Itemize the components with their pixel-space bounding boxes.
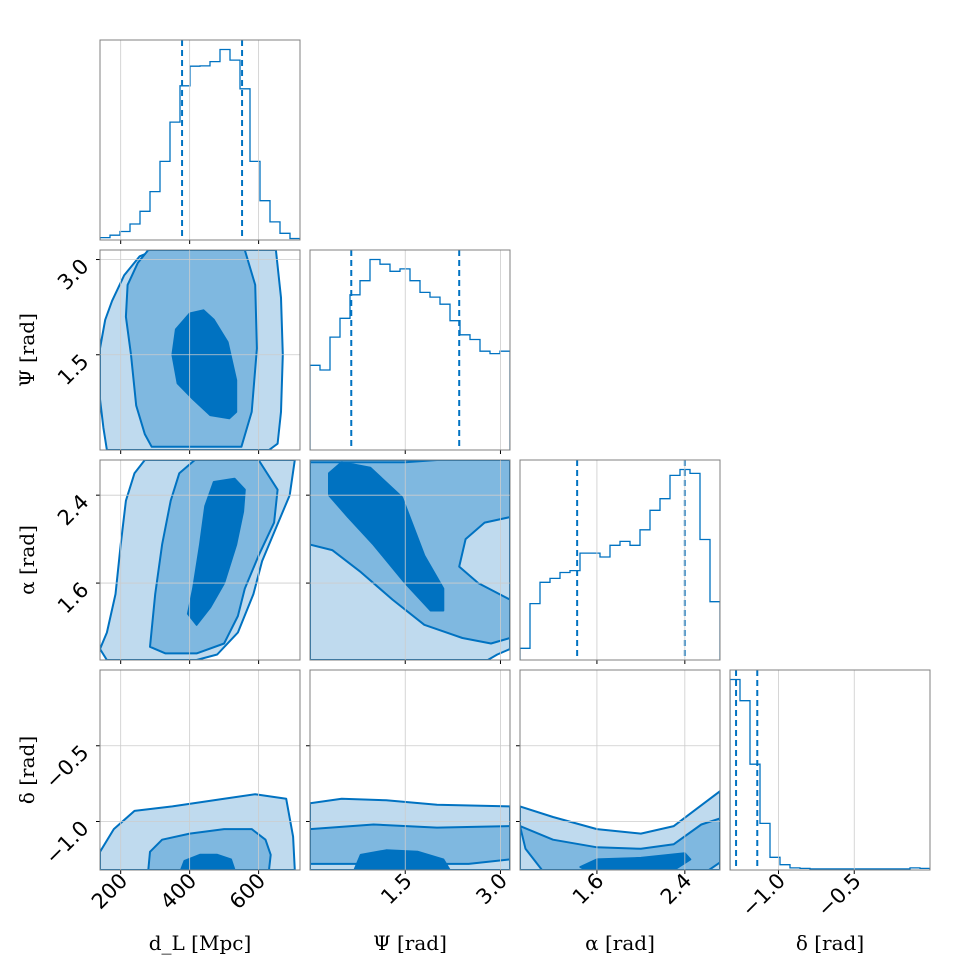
panel-frame [99, 249, 301, 451]
contour-panel-psi-alpha [310, 460, 510, 660]
y-tick-label-alpha: 1.6 [53, 578, 94, 619]
histogram-step-delta [730, 678, 930, 870]
x-tick-label-psi: 3.0 [471, 869, 512, 910]
x-tick-label-dL: 200 [87, 869, 132, 914]
panel-frame [519, 669, 721, 871]
histogram-psi [310, 250, 510, 450]
x-tick-label-dL: 600 [225, 869, 270, 914]
x-axis-label-delta: δ [rad] [796, 931, 864, 955]
y-axis-label-alpha: α [rad] [15, 525, 39, 595]
histogram-step-alpha [520, 468, 720, 660]
panel-grid-1-0 [96, 249, 301, 454]
histogram-alpha [520, 460, 720, 660]
histogram-delta [730, 670, 930, 870]
x-axis-label-psi: Ψ [rad] [373, 931, 447, 955]
panel-grid-3-3 [729, 669, 931, 874]
contour-level-2 [310, 823, 510, 865]
panel-frame [309, 669, 511, 871]
contour-level-3 [180, 853, 236, 870]
panel-frame [99, 39, 301, 241]
contour-level-3 [186, 477, 246, 626]
contour-level-3 [328, 461, 445, 612]
contour-panel-dL-delta [100, 793, 296, 870]
panel-grid-2-0 [96, 459, 301, 664]
panel-grid-3-0 [96, 669, 301, 874]
x-axis-label-alpha: α [rad] [585, 931, 655, 955]
histogram-dL [100, 40, 300, 240]
panel-frame [729, 669, 931, 871]
contour-panel-alpha-delta [520, 790, 720, 870]
panel-frame [99, 459, 301, 661]
y-tick-label-alpha: 2.4 [53, 490, 94, 531]
contour-panel-dL-psi [100, 250, 284, 450]
y-tick-label-psi: 3.0 [53, 254, 94, 295]
x-tick-label-delta: −1.0 [737, 869, 790, 922]
contour-level-3 [579, 852, 692, 870]
contour-level-2 [147, 828, 272, 870]
panel-frame [309, 459, 511, 661]
x-tick-label-alpha: 1.6 [568, 869, 609, 910]
panel-frame [309, 249, 511, 451]
y-axis-label-psi: Ψ [rad] [15, 313, 39, 387]
contour-panel-psi-delta [310, 797, 510, 870]
y-tick-label-delta: −0.5 [41, 740, 94, 793]
panel-grid-3-1 [306, 669, 511, 874]
contour-level-3 [353, 849, 451, 870]
panel-frame [519, 459, 721, 661]
x-tick-label-psi: 1.5 [376, 869, 417, 910]
x-tick-label-delta: −0.5 [813, 869, 866, 922]
panel-grid-1-1 [309, 249, 511, 454]
panel-frame [99, 669, 301, 871]
panel-grid-2-2 [519, 459, 721, 664]
y-tick-label-delta: −1.0 [41, 816, 94, 869]
y-tick-label-psi: 1.5 [53, 349, 94, 390]
x-axis-label-dL: d_L [Mpc] [149, 931, 252, 955]
x-tick-label-alpha: 2.4 [656, 869, 697, 910]
histogram-step-psi [310, 258, 510, 450]
y-axis-label-delta: δ [rad] [15, 736, 39, 804]
panel-grid-0-0 [99, 39, 301, 244]
histogram-step-dL [100, 48, 300, 240]
panel-grid-3-2 [516, 669, 721, 874]
panel-grid-2-1 [306, 459, 511, 664]
x-tick-label-dL: 400 [156, 869, 201, 914]
contour-panel-dL-alpha [100, 460, 296, 660]
